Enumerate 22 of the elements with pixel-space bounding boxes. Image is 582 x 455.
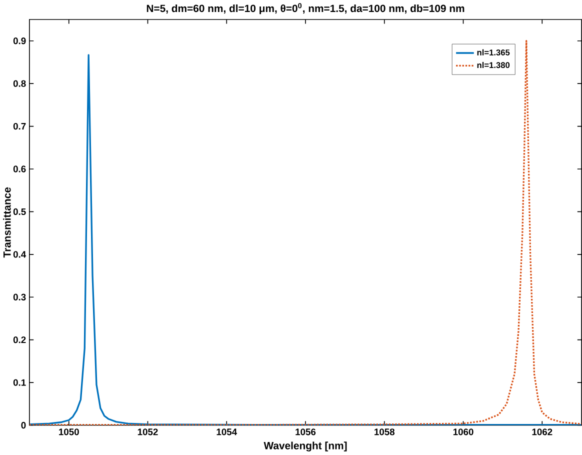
- x-tick-label: 1050: [59, 428, 79, 436]
- x-tick-label: 1058: [374, 428, 395, 436]
- legend-label: nl=1.380: [477, 62, 510, 68]
- x-tick-label: 1062: [532, 428, 552, 436]
- y-tick-label: 0.6: [13, 166, 26, 173]
- x-axis-title: Wavelenght [nm]: [264, 442, 347, 452]
- y-axis-title: Transmittance: [3, 188, 11, 258]
- legend-label: nl=1.365: [477, 49, 510, 56]
- x-tick-label: 1060: [453, 428, 474, 436]
- y-tick-label: 0.2: [13, 336, 26, 344]
- x-tick-label: 1052: [138, 428, 158, 436]
- y-tick-label: 0.8: [13, 80, 26, 88]
- y-tick-label: 0.3: [13, 294, 26, 301]
- y-tick-label: 0.5: [13, 208, 26, 216]
- y-tick-label: 0: [21, 422, 26, 429]
- x-tick-label: 1054: [216, 428, 237, 436]
- chart-title: N=5, dm=60 nm, dl=10 μm, θ=0$^{0}$, nm=1.5, da=100 nm, db=109 nm: [146, 3, 464, 14]
- x-tick-label: 1056: [296, 428, 316, 436]
- y-tick-label: 0.4: [13, 251, 26, 258]
- y-tick-label: 0.7: [13, 123, 26, 130]
- y-tick-label: 0.9: [13, 38, 26, 44]
- y-tick-label: 0.1: [13, 379, 26, 386]
